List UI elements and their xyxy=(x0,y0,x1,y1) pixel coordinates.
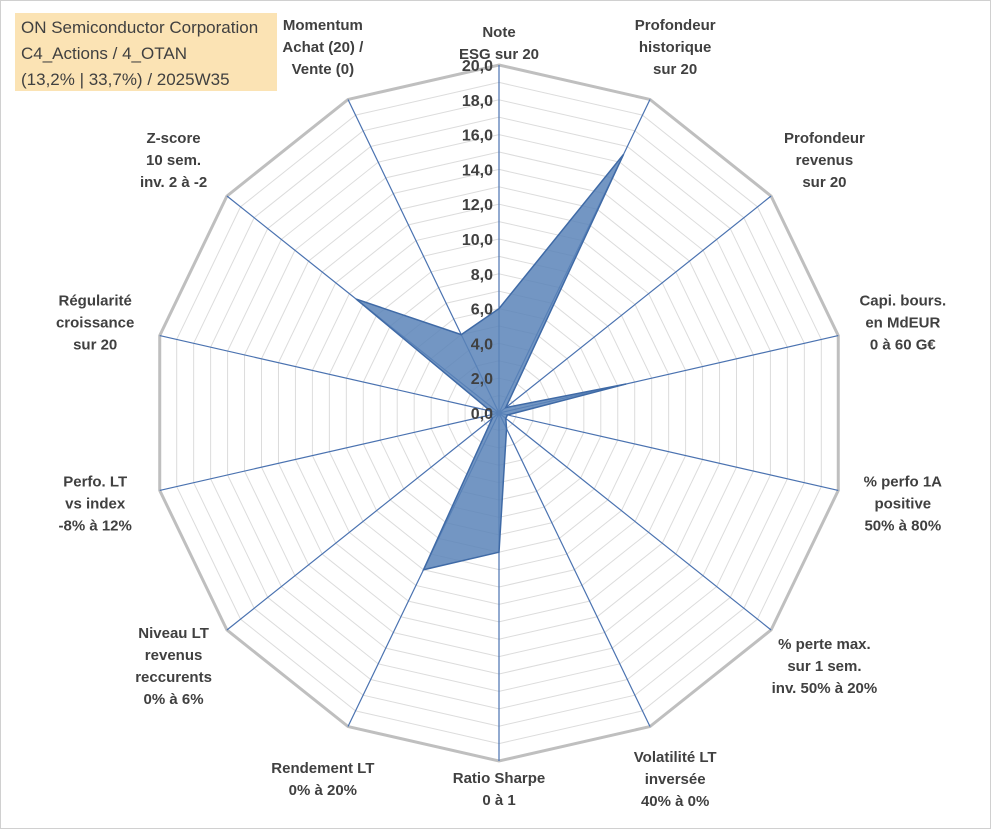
axis-label-line: ESG sur 20 xyxy=(459,46,539,63)
series-layer xyxy=(355,153,627,571)
axis-label: Capi. bours. en MdEUR 0 à 60 G€ xyxy=(859,293,946,354)
axis-label: Ratio Sharpe 0 à 1 xyxy=(453,770,546,809)
axis-label-line: sur 20 xyxy=(802,174,846,191)
title-line: ON Semiconductor Corporation xyxy=(21,18,259,37)
axis-label: Perfo. LT vs index -8% à 12% xyxy=(58,473,131,534)
axis-spoke xyxy=(226,412,500,631)
tick-label: 14,0 xyxy=(462,162,493,179)
axis-label-line: inv. 50% à 20% xyxy=(772,680,878,697)
axis-spoke xyxy=(498,195,772,414)
axis-label: Niveau LT revenus reccurents 0% à 6% xyxy=(135,625,212,708)
axis-label: Profondeur historique sur 20 xyxy=(635,17,716,78)
axis-label-line: Perfo. LT xyxy=(63,473,127,490)
axis-label-line: Capi. bours. xyxy=(859,293,946,310)
axis-label: Volatilité LT inversée 40% à 0% xyxy=(634,749,717,810)
axis-label-line: positive xyxy=(874,495,931,512)
axis-label-line: 50% à 80% xyxy=(864,517,941,534)
title-line: C4_Actions / 4_OTAN xyxy=(21,44,187,63)
tick-label: 10,0 xyxy=(462,232,493,249)
tick-label: 8,0 xyxy=(471,267,493,284)
axis-label-line: revenus xyxy=(796,152,854,169)
axis-label: Momentum Achat (20) / Vente (0) xyxy=(282,17,364,78)
axis-label-line: Vente (0) xyxy=(292,61,355,78)
axis-label-line: reccurents xyxy=(135,669,212,686)
axis-label-line: vs index xyxy=(65,495,126,512)
tick-label: 18,0 xyxy=(462,93,493,110)
series-area xyxy=(355,153,627,571)
axis-label-line: sur 20 xyxy=(653,61,697,78)
tick-label: 2,0 xyxy=(471,371,493,388)
axis-label: % perfo 1A positive 50% à 80% xyxy=(864,473,943,534)
axis-label-line: revenus xyxy=(145,647,203,664)
axis-label-line: historique xyxy=(639,39,712,56)
axis-label-line: % perte max. xyxy=(778,636,871,653)
axis-label-line: % perfo 1A xyxy=(864,473,943,490)
title-line: (13,2% | 33,7%) / 2025W35 xyxy=(21,70,230,89)
axis-label-line: 0% à 6% xyxy=(144,691,204,708)
axis-label: % perte max. sur 1 sem. inv. 50% à 20% xyxy=(772,636,878,697)
axis-label-line: inv. 2 à -2 xyxy=(140,174,207,191)
axis-label-line: en MdEUR xyxy=(865,315,940,332)
axis-label-line: Profondeur xyxy=(635,17,716,34)
axis-label: Régularité croissance sur 20 xyxy=(56,293,134,354)
axis-label-layer: Note ESG sur 20 Profondeur historique sur 20… xyxy=(56,17,946,810)
axis-label-line: 40% à 0% xyxy=(641,793,709,810)
axis-label-line: sur 1 sem. xyxy=(787,658,861,675)
tick-label: 12,0 xyxy=(462,197,493,214)
tick-label: 0,0 xyxy=(471,406,493,423)
axis-label-line: croissance xyxy=(56,315,134,332)
axis-label-line: sur 20 xyxy=(73,337,117,354)
axis-label: Rendement LT 0% à 20% xyxy=(271,760,374,799)
axis-label-line: 0 à 1 xyxy=(482,792,515,809)
tick-label-layer: 0,0 2,0 4,0 6,0 8,0 10,0 12,0 14,0 16,0 18,0 20,0 xyxy=(462,58,493,423)
axis-spoke xyxy=(498,412,651,727)
tick-label: 4,0 xyxy=(471,336,493,353)
axis-label-line: Achat (20) / xyxy=(282,39,364,56)
tick-label: 6,0 xyxy=(471,302,493,319)
axis-label-line: Ratio Sharpe xyxy=(453,770,546,787)
axis-label-line: Régularité xyxy=(58,293,131,310)
axis-label-line: 0% à 20% xyxy=(289,782,357,799)
chart-title-box: ON Semiconductor Corporation C4_Actions … xyxy=(15,13,277,91)
axis-label: Z-score 10 sem. inv. 2 à -2 xyxy=(140,130,207,191)
axis-spoke xyxy=(159,334,500,414)
axis-label: Profondeur revenus sur 20 xyxy=(784,130,865,191)
axis-spoke xyxy=(159,412,500,492)
axis-label-line: Note xyxy=(482,24,515,41)
axis-label-line: Rendement LT xyxy=(271,760,374,777)
axis-label-line: Volatilité LT xyxy=(634,749,717,766)
axis-label-line: 10 sem. xyxy=(146,152,201,169)
axis-label: Note ESG sur 20 xyxy=(459,24,539,63)
tick-label: 16,0 xyxy=(462,128,493,145)
axis-label-line: Z-score xyxy=(146,130,200,147)
axis-label-line: Niveau LT xyxy=(138,625,209,642)
axis-label-line: -8% à 12% xyxy=(58,517,131,534)
tick-label: 20,0 xyxy=(462,58,493,75)
axis-spoke xyxy=(498,412,772,631)
axis-label-line: 0 à 60 G€ xyxy=(870,337,937,354)
axis-spoke xyxy=(498,412,839,492)
axis-label-line: Profondeur xyxy=(784,130,865,147)
axis-label-line: Momentum xyxy=(283,17,363,34)
axis-label-line: inversée xyxy=(645,771,706,788)
